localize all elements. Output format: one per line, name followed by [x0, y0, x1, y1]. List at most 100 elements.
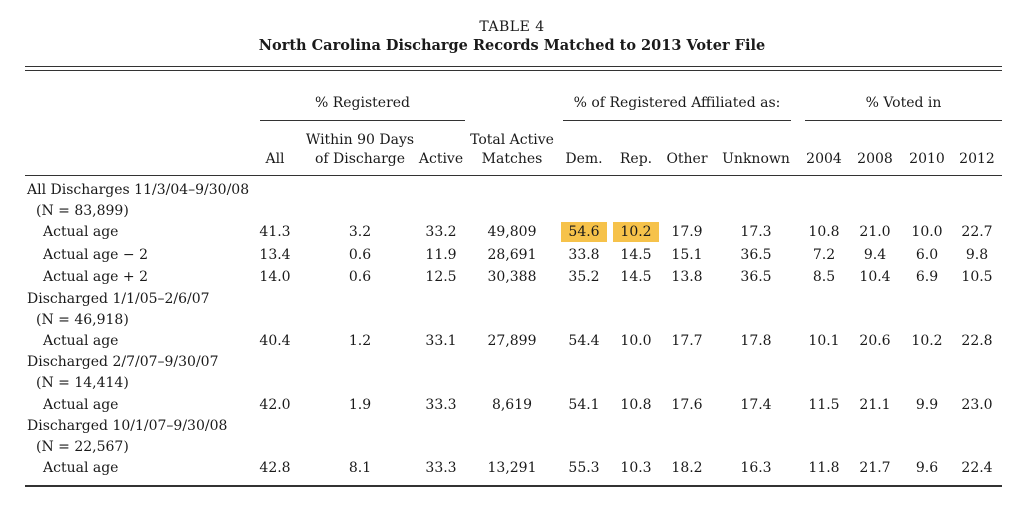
table-title: North Carolina Discharge Records Matched… — [258, 37, 766, 54]
table-cell: 40.4 — [259, 333, 291, 349]
bottom-rule — [25, 485, 1002, 487]
table-cell: 23.0 — [961, 397, 993, 413]
table-cell: 3.2 — [348, 224, 372, 240]
table-cell: 41.3 — [259, 224, 291, 240]
top-rule-second — [25, 70, 1002, 71]
col-total-line1: Total Active — [470, 132, 554, 148]
table-cell: 10.8 — [620, 397, 652, 413]
group-rule-registered — [260, 120, 465, 121]
table-cell: 33.8 — [568, 247, 600, 263]
table-cell: 9.9 — [915, 397, 939, 413]
table-cell: 14.0 — [259, 269, 291, 285]
table-cell: 10.4 — [859, 269, 891, 285]
table-cell: 17.3 — [740, 224, 772, 240]
table-cell: 21.7 — [859, 460, 891, 476]
table-cell: 9.6 — [915, 460, 939, 476]
col-all: All — [265, 151, 285, 167]
section-n-discharged-2007: (N = 14,414) — [36, 375, 129, 391]
table-cell: 8.5 — [812, 269, 836, 285]
table-cell: 6.9 — [915, 269, 939, 285]
top-rule — [25, 66, 1002, 67]
row-label: Actual age — [43, 333, 119, 349]
col-other: Other — [666, 151, 708, 167]
col-2012: 2012 — [959, 151, 995, 167]
table-cell: 33.1 — [425, 333, 457, 349]
header-bottom-rule — [25, 175, 1002, 176]
table-cell: 22.8 — [961, 333, 993, 349]
table-cell: 55.3 — [568, 460, 600, 476]
table-caption: TABLE 4 North Carolina Discharge Records… — [0, 18, 1024, 56]
table-cell: 33.3 — [425, 397, 457, 413]
table-cell: 10.0 — [911, 224, 943, 240]
table-cell: 11.5 — [808, 397, 840, 413]
table-cell: 42.0 — [259, 397, 291, 413]
table-cell: 8.1 — [348, 460, 372, 476]
table-cell: 54.4 — [568, 333, 600, 349]
table-cell: 28,691 — [487, 247, 537, 263]
table-cell: 33.2 — [425, 224, 457, 240]
section-label-discharged-2008: Discharged 10/1/07–9/30/08 — [27, 418, 228, 434]
table-cell: 20.6 — [859, 333, 891, 349]
table-cell: 17.4 — [740, 397, 772, 413]
col-2004: 2004 — [806, 151, 842, 167]
col-unknown: Unknown — [722, 151, 790, 167]
table-cell: 10.2 — [911, 333, 943, 349]
table-cell: 10.1 — [808, 333, 840, 349]
row-label: Actual age — [43, 224, 119, 240]
table-cell: 21.1 — [859, 397, 891, 413]
table-cell: 21.0 — [859, 224, 891, 240]
col-within90-line2: of Discharge — [314, 151, 406, 167]
table-cell: 27,899 — [487, 333, 537, 349]
table-cell: 14.5 — [620, 247, 652, 263]
table-cell: 6.0 — [915, 247, 939, 263]
table-cell: 10.8 — [808, 224, 840, 240]
highlighted-cell: 54.6 — [561, 222, 607, 242]
table-cell: 11.8 — [808, 460, 840, 476]
table-cell: 36.5 — [740, 247, 772, 263]
group-header-voted: % Voted in — [865, 95, 942, 111]
section-label-all-discharges: All Discharges 11/3/04–9/30/08 — [27, 182, 250, 198]
table-cell: 10.5 — [961, 269, 993, 285]
row-label: Actual age — [43, 460, 119, 476]
table-cell: 33.3 — [425, 460, 457, 476]
table-cell: 10.3 — [620, 460, 652, 476]
table-cell: 35.2 — [568, 269, 600, 285]
table-cell: 0.6 — [348, 247, 372, 263]
table-cell: 17.6 — [671, 397, 703, 413]
table-cell: 16.3 — [740, 460, 772, 476]
section-n-all-discharges: (N = 83,899) — [36, 203, 129, 219]
section-label-discharged-2005: Discharged 1/1/05–2/6/07 — [27, 291, 210, 307]
table-cell: 54.1 — [568, 397, 600, 413]
col-within90: Within 90 Days of Discharge — [290, 131, 430, 169]
table-cell: 17.8 — [740, 333, 772, 349]
section-label-discharged-2007: Discharged 2/7/07–9/30/07 — [27, 354, 219, 370]
table-cell: 7.2 — [812, 247, 836, 263]
table-cell: 0.6 — [348, 269, 372, 285]
col-active: Active — [418, 151, 464, 167]
section-n-discharged-2008: (N = 22,567) — [36, 439, 129, 455]
group-header-registered: % Registered — [314, 95, 411, 111]
table-cell: 36.5 — [740, 269, 772, 285]
row-label: Actual age + 2 — [43, 269, 148, 285]
group-rule-affiliated — [563, 120, 791, 121]
row-label: Actual age − 2 — [43, 247, 148, 263]
table-cell: 17.7 — [671, 333, 703, 349]
table-cell: 30,388 — [487, 269, 537, 285]
table-cell: 15.1 — [671, 247, 703, 263]
col-total-active: Total Active Matches — [462, 131, 562, 169]
row-label: Actual age — [43, 397, 119, 413]
table-cell: 9.4 — [863, 247, 887, 263]
col-within90-line1: Within 90 Days — [305, 132, 415, 148]
col-rep: Rep. — [619, 151, 653, 167]
table-cell: 8,619 — [491, 397, 533, 413]
col-total-line2: Matches — [481, 151, 543, 167]
highlighted-cell: 10.2 — [613, 222, 659, 242]
section-n-discharged-2005: (N = 46,918) — [36, 312, 129, 328]
table-cell: 14.5 — [620, 269, 652, 285]
table-cell: 22.7 — [961, 224, 993, 240]
table-cell: 12.5 — [425, 269, 457, 285]
table-cell: 22.4 — [961, 460, 993, 476]
table-cell: 18.2 — [671, 460, 703, 476]
table-cell: 49,809 — [487, 224, 537, 240]
table-cell: 17.9 — [671, 224, 703, 240]
